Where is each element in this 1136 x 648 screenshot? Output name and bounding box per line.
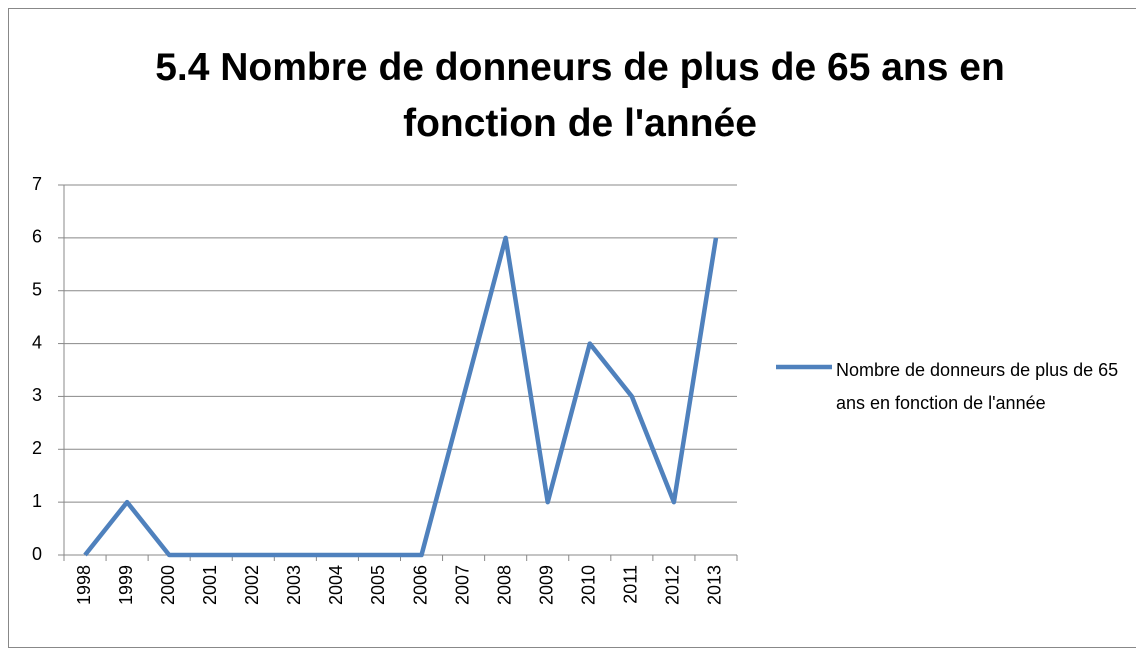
y-tick-label: 4 (32, 332, 42, 352)
x-tick-label: 2013 (705, 565, 725, 605)
legend-label: Nombre de donneurs de plus de 65 ans en … (836, 360, 1119, 413)
x-tick-label: 1999 (116, 565, 136, 605)
x-tick-label: 2008 (494, 565, 514, 605)
x-tick-label: 2003 (284, 565, 304, 605)
line (83, 235, 719, 558)
x-tick-label: 2002 (242, 565, 262, 605)
x-tick-label: 2010 (579, 565, 599, 605)
x-tick-label: 2012 (663, 565, 683, 605)
y-tick-label: 3 (32, 385, 42, 405)
y-tick-label: 7 (32, 174, 42, 194)
x-tick-label: 2007 (452, 565, 472, 605)
y-tick-label: 2 (32, 438, 42, 458)
x-tick-label: 2006 (410, 565, 430, 605)
page: 0 1 2 3 4 5 6 7 1998 1999 2000 2001 2002 2003 2004 2005… (8, 8, 1136, 648)
x-tick-label: 2005 (368, 565, 388, 605)
y-tick-label: 0 (32, 544, 42, 564)
chart: 0 1 2 3 4 5 6 7 1998 1999 2000 2001 2002 2003 2004 2005… (32, 174, 832, 605)
x-tick-label: 2009 (536, 565, 556, 605)
x-tick-label: 2004 (326, 565, 346, 605)
x-tick-label: 2001 (200, 565, 220, 605)
y-tick-label: 1 (32, 491, 42, 511)
x-tick-label: 2011 (621, 565, 641, 604)
y-tick-label: 6 (32, 227, 42, 247)
x-tick-label: 1998 (74, 565, 94, 605)
x-tick-label: 2000 (158, 565, 178, 605)
y-tick-label: 5 (32, 279, 42, 299)
chart-title: 5.4 Nombre de donneurs de plus de 65 ans… (155, 46, 1005, 145)
